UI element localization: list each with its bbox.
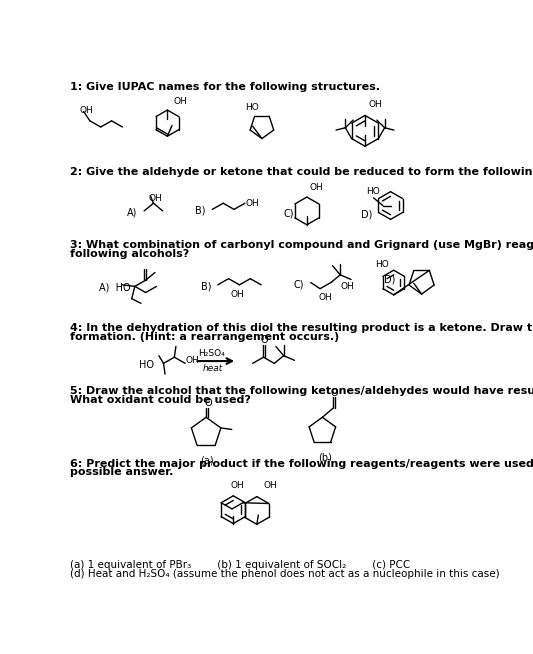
Text: OH: OH (149, 194, 163, 203)
Text: (a) 1 equivalent of PBr₃        (b) 1 equivalent of SOCl₂        (c) PCC: (a) 1 equivalent of PBr₃ (b) 1 equivalen… (70, 560, 411, 570)
Text: HO: HO (245, 103, 259, 112)
Text: OH: OH (310, 183, 324, 192)
Text: 5: Draw the alcohol that the following ketones/aldehydes would have resulted fro: 5: Draw the alcohol that the following k… (70, 387, 533, 396)
Text: B): B) (201, 281, 211, 292)
Text: O: O (205, 398, 212, 408)
Text: C): C) (284, 209, 294, 219)
Text: D): D) (384, 275, 395, 284)
Text: OH: OH (185, 356, 199, 365)
Text: HO: HO (366, 187, 379, 196)
Text: A)  HO: A) HO (99, 283, 131, 293)
Text: 2: Give the aldehyde or ketone that could be reduced to form the following alcoh: 2: Give the aldehyde or ketone that coul… (70, 167, 533, 177)
Text: OH: OH (369, 100, 383, 109)
Text: possible answer.: possible answer. (70, 468, 174, 477)
Text: 1: Give IUPAC names for the following structures.: 1: Give IUPAC names for the following st… (70, 82, 381, 92)
Text: OH: OH (263, 481, 277, 490)
Text: OH: OH (246, 199, 260, 208)
Text: OH: OH (319, 294, 332, 302)
Text: H₂SO₄: H₂SO₄ (198, 349, 225, 358)
Text: B): B) (195, 206, 206, 216)
Text: OH: OH (340, 282, 354, 291)
Text: 4: In the dehydration of this diol the resulting product is a ketone. Draw the m: 4: In the dehydration of this diol the r… (70, 323, 533, 334)
Text: formation. (Hint: a rearrangement occurs.): formation. (Hint: a rearrangement occurs… (70, 332, 340, 342)
Text: heat: heat (202, 364, 222, 373)
Text: What oxidant could be used?: What oxidant could be used? (70, 395, 252, 405)
Text: following alcohols?: following alcohols? (70, 249, 190, 258)
Text: HO: HO (139, 360, 154, 370)
Text: (d) Heat and H₂SO₄ (assume the phenol does not act as a nucleophile in this case: (d) Heat and H₂SO₄ (assume the phenol do… (70, 569, 500, 579)
Text: (b): (b) (318, 453, 332, 462)
Text: (a): (a) (200, 455, 214, 466)
Text: O: O (261, 336, 268, 345)
Text: 6: Predict the major product if the following reagents/reagents were used. No re: 6: Predict the major product if the foll… (70, 459, 533, 469)
Text: HO: HO (375, 260, 389, 269)
Text: OH: OH (230, 290, 244, 299)
Text: A): A) (127, 207, 138, 218)
Text: O: O (330, 388, 338, 398)
Text: OH: OH (174, 97, 187, 106)
Text: OH: OH (230, 481, 244, 490)
Text: D): D) (361, 210, 373, 220)
Text: 3: What combination of carbonyl compound and Grignard (use MgBr) reagent would y: 3: What combination of carbonyl compound… (70, 240, 533, 250)
Text: OH: OH (79, 105, 93, 114)
Text: C): C) (294, 279, 304, 289)
